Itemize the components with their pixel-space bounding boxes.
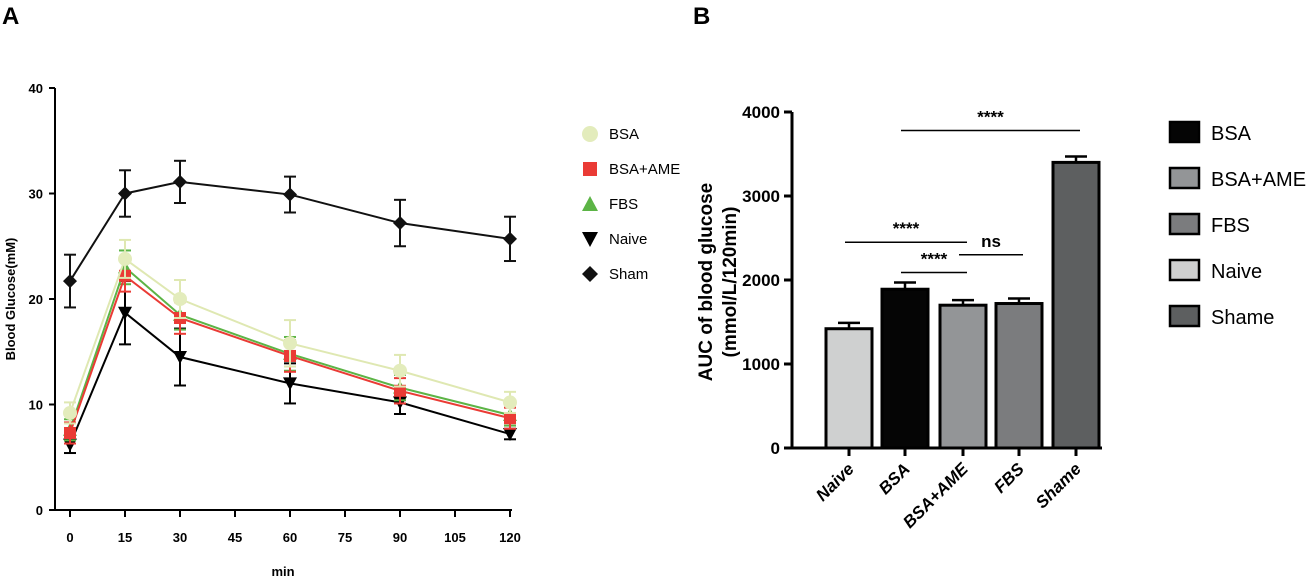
legend-label-naive: Naive xyxy=(609,231,647,248)
chart-b-y-tick-label: 1000 xyxy=(742,355,780,374)
bar-bsa xyxy=(880,287,930,450)
significance-label: **** xyxy=(893,219,920,238)
data-point-bsa xyxy=(173,292,187,306)
legend-label-shame: Shame xyxy=(1211,307,1274,329)
legend-marker-naive xyxy=(582,232,598,247)
chart-a-x-tick-label: 15 xyxy=(118,530,132,545)
series-line-fbs xyxy=(69,265,511,431)
data-point-bsa xyxy=(393,363,407,378)
chart-b-y-label-line2: (mmol/L/120min) xyxy=(720,207,741,358)
panel-b-label: B xyxy=(693,3,710,30)
series-line-bsa xyxy=(69,257,511,414)
line-chart-blood-glucose: Blood Glucose(mM) min 0 10 20 30 40 0 15 30 45 60… xyxy=(3,81,680,579)
legend-marker-bsa-ame xyxy=(583,162,597,176)
chart-b-x-tick-label-fbs: FBS xyxy=(990,459,1028,497)
data-point-naive xyxy=(63,438,77,452)
chart-a-x-tick-label: 120 xyxy=(499,530,521,545)
data-point-sham xyxy=(393,216,407,231)
data-point-bsa xyxy=(118,251,132,266)
data-point-naive xyxy=(283,377,297,391)
chart-b-y-tick-label: 2000 xyxy=(742,271,780,290)
legend-swatch-bsa xyxy=(1168,120,1201,144)
legend-label-fbs: FBS xyxy=(1211,215,1250,237)
chart-b-x-tick-label-shame: Shame xyxy=(1032,459,1085,512)
data-point-naive xyxy=(503,428,517,442)
legend-label-sham: Sham xyxy=(609,266,648,283)
legend-label-fbs: FBS xyxy=(609,196,638,213)
chart-b-y-tick-label: 3000 xyxy=(742,187,780,206)
chart-a-y-tick-label: 30 xyxy=(29,187,43,202)
chart-b-y-label-line1: AUC of blood glucose xyxy=(696,183,717,381)
legend-swatch-bsa-ame xyxy=(1168,166,1201,190)
data-point-naive xyxy=(118,306,132,320)
chart-b-x-tick-label-naive: Naive xyxy=(812,459,858,505)
data-point-bsa-ame xyxy=(394,384,406,397)
chart-a-y-tick-label: 0 xyxy=(36,503,43,518)
significance-label: **** xyxy=(921,249,948,268)
legend-swatch-naive xyxy=(1168,258,1201,282)
chart-a-x-tick-label: 90 xyxy=(393,530,407,545)
series-line-naive xyxy=(69,311,511,445)
chart-b-y-tick-label: 0 xyxy=(771,439,780,458)
data-point-sham xyxy=(63,274,77,289)
data-point-bsa-ame xyxy=(64,426,76,439)
legend-label-bsa: BSA xyxy=(1211,123,1252,145)
legend-marker-fbs xyxy=(582,196,598,211)
chart-b-y-tick-label: 4000 xyxy=(742,103,780,122)
significance-label: ns xyxy=(981,232,1001,251)
data-point-sham xyxy=(503,231,517,246)
series-line-sham xyxy=(69,180,511,282)
legend-marker-sham xyxy=(582,266,598,282)
series-line-bsa-ame xyxy=(69,274,511,434)
legend-swatch-shame xyxy=(1168,304,1201,328)
bar-fbs xyxy=(994,302,1044,450)
chart-a-y-tick-label: 10 xyxy=(29,398,43,413)
legend-label-bsa-ame: BSA+AME xyxy=(1211,169,1306,191)
chart-a-y-label: Blood Glucose(mM) xyxy=(3,238,18,361)
chart-a-y-tick-label: 40 xyxy=(29,81,43,96)
bar-naive xyxy=(824,327,874,450)
legend-swatch-fbs xyxy=(1168,212,1201,236)
data-point-bsa xyxy=(63,405,77,420)
data-point-bsa xyxy=(503,395,517,410)
bar-bsa-ame xyxy=(938,303,988,450)
bar-shame xyxy=(1051,160,1101,450)
chart-b-x-tick-label-bsa: BSA xyxy=(875,459,914,498)
chart-a-x-tick-label: 60 xyxy=(283,530,297,545)
legend-label-bsa: BSA xyxy=(609,126,639,143)
panel-a-label: A xyxy=(2,3,19,30)
chart-a-x-tick-label: 0 xyxy=(66,530,73,545)
data-point-sham xyxy=(283,187,297,202)
data-point-naive xyxy=(173,351,187,365)
data-point-sham xyxy=(118,186,132,201)
data-point-bsa xyxy=(283,336,297,351)
chart-a-x-tick-label: 75 xyxy=(338,530,352,545)
legend-label-bsa-ame: BSA+AME xyxy=(609,161,680,178)
chart-a-y-tick-label: 20 xyxy=(29,292,43,307)
data-point-bsa-ame xyxy=(504,412,516,425)
chart-a-x-tick-label: 45 xyxy=(228,530,242,545)
bar-chart-auc: AUC of blood glucose (mmol/L/120min) 0 10… xyxy=(696,103,1306,532)
data-point-sham xyxy=(173,174,187,189)
legend-label-naive: Naive xyxy=(1211,261,1262,283)
significance-label: **** xyxy=(977,107,1004,126)
chart-a-x-label: min xyxy=(271,564,294,579)
legend-marker-bsa xyxy=(582,126,598,142)
chart-a-x-tick-label: 30 xyxy=(173,530,187,545)
chart-a-x-tick-label: 105 xyxy=(444,530,466,545)
